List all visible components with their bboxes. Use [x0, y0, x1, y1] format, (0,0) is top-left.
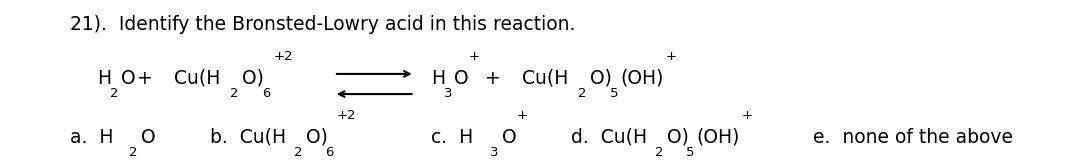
Text: c.  H: c. H [431, 128, 473, 147]
Text: +: + [137, 69, 153, 88]
Text: +: + [517, 109, 528, 122]
Text: Cu(H: Cu(H [174, 69, 221, 88]
Text: O: O [454, 69, 470, 88]
Text: 5: 5 [610, 87, 618, 100]
Text: d.  Cu(H: d. Cu(H [571, 128, 647, 147]
Text: 2: 2 [294, 146, 303, 159]
Text: b.  Cu(H: b. Cu(H [210, 128, 286, 147]
Text: 2: 2 [110, 87, 118, 100]
Text: +: + [742, 109, 753, 122]
Text: H: H [431, 69, 445, 88]
Text: 2: 2 [230, 87, 239, 100]
Text: O): O) [306, 128, 327, 147]
Text: e.  none of the above: e. none of the above [813, 128, 1013, 147]
Text: O): O) [667, 128, 688, 147]
Text: +: + [468, 50, 479, 64]
Text: H: H [97, 69, 111, 88]
Text: 5: 5 [686, 146, 695, 159]
Text: O): O) [242, 69, 264, 88]
Text: 21).  Identify the Bronsted-Lowry acid in this reaction.: 21). Identify the Bronsted-Lowry acid in… [70, 15, 575, 34]
Text: O: O [141, 128, 156, 147]
Text: O): O) [590, 69, 612, 88]
Text: +: + [666, 50, 676, 64]
Text: a.  H: a. H [70, 128, 113, 147]
Text: 2: 2 [129, 146, 138, 159]
Text: O: O [121, 69, 136, 88]
Text: 6: 6 [325, 146, 334, 159]
Text: +2: +2 [274, 50, 293, 64]
Text: 2: 2 [578, 87, 587, 100]
Text: (OH): (OH) [620, 69, 663, 88]
Text: Cu(H: Cu(H [522, 69, 569, 88]
Text: +2: +2 [337, 109, 356, 122]
Text: O: O [502, 128, 517, 147]
Text: +: + [485, 69, 501, 88]
Text: 6: 6 [262, 87, 270, 100]
Text: (OH): (OH) [697, 128, 740, 147]
Text: 2: 2 [655, 146, 663, 159]
Text: 3: 3 [444, 87, 452, 100]
Text: 3: 3 [490, 146, 499, 159]
